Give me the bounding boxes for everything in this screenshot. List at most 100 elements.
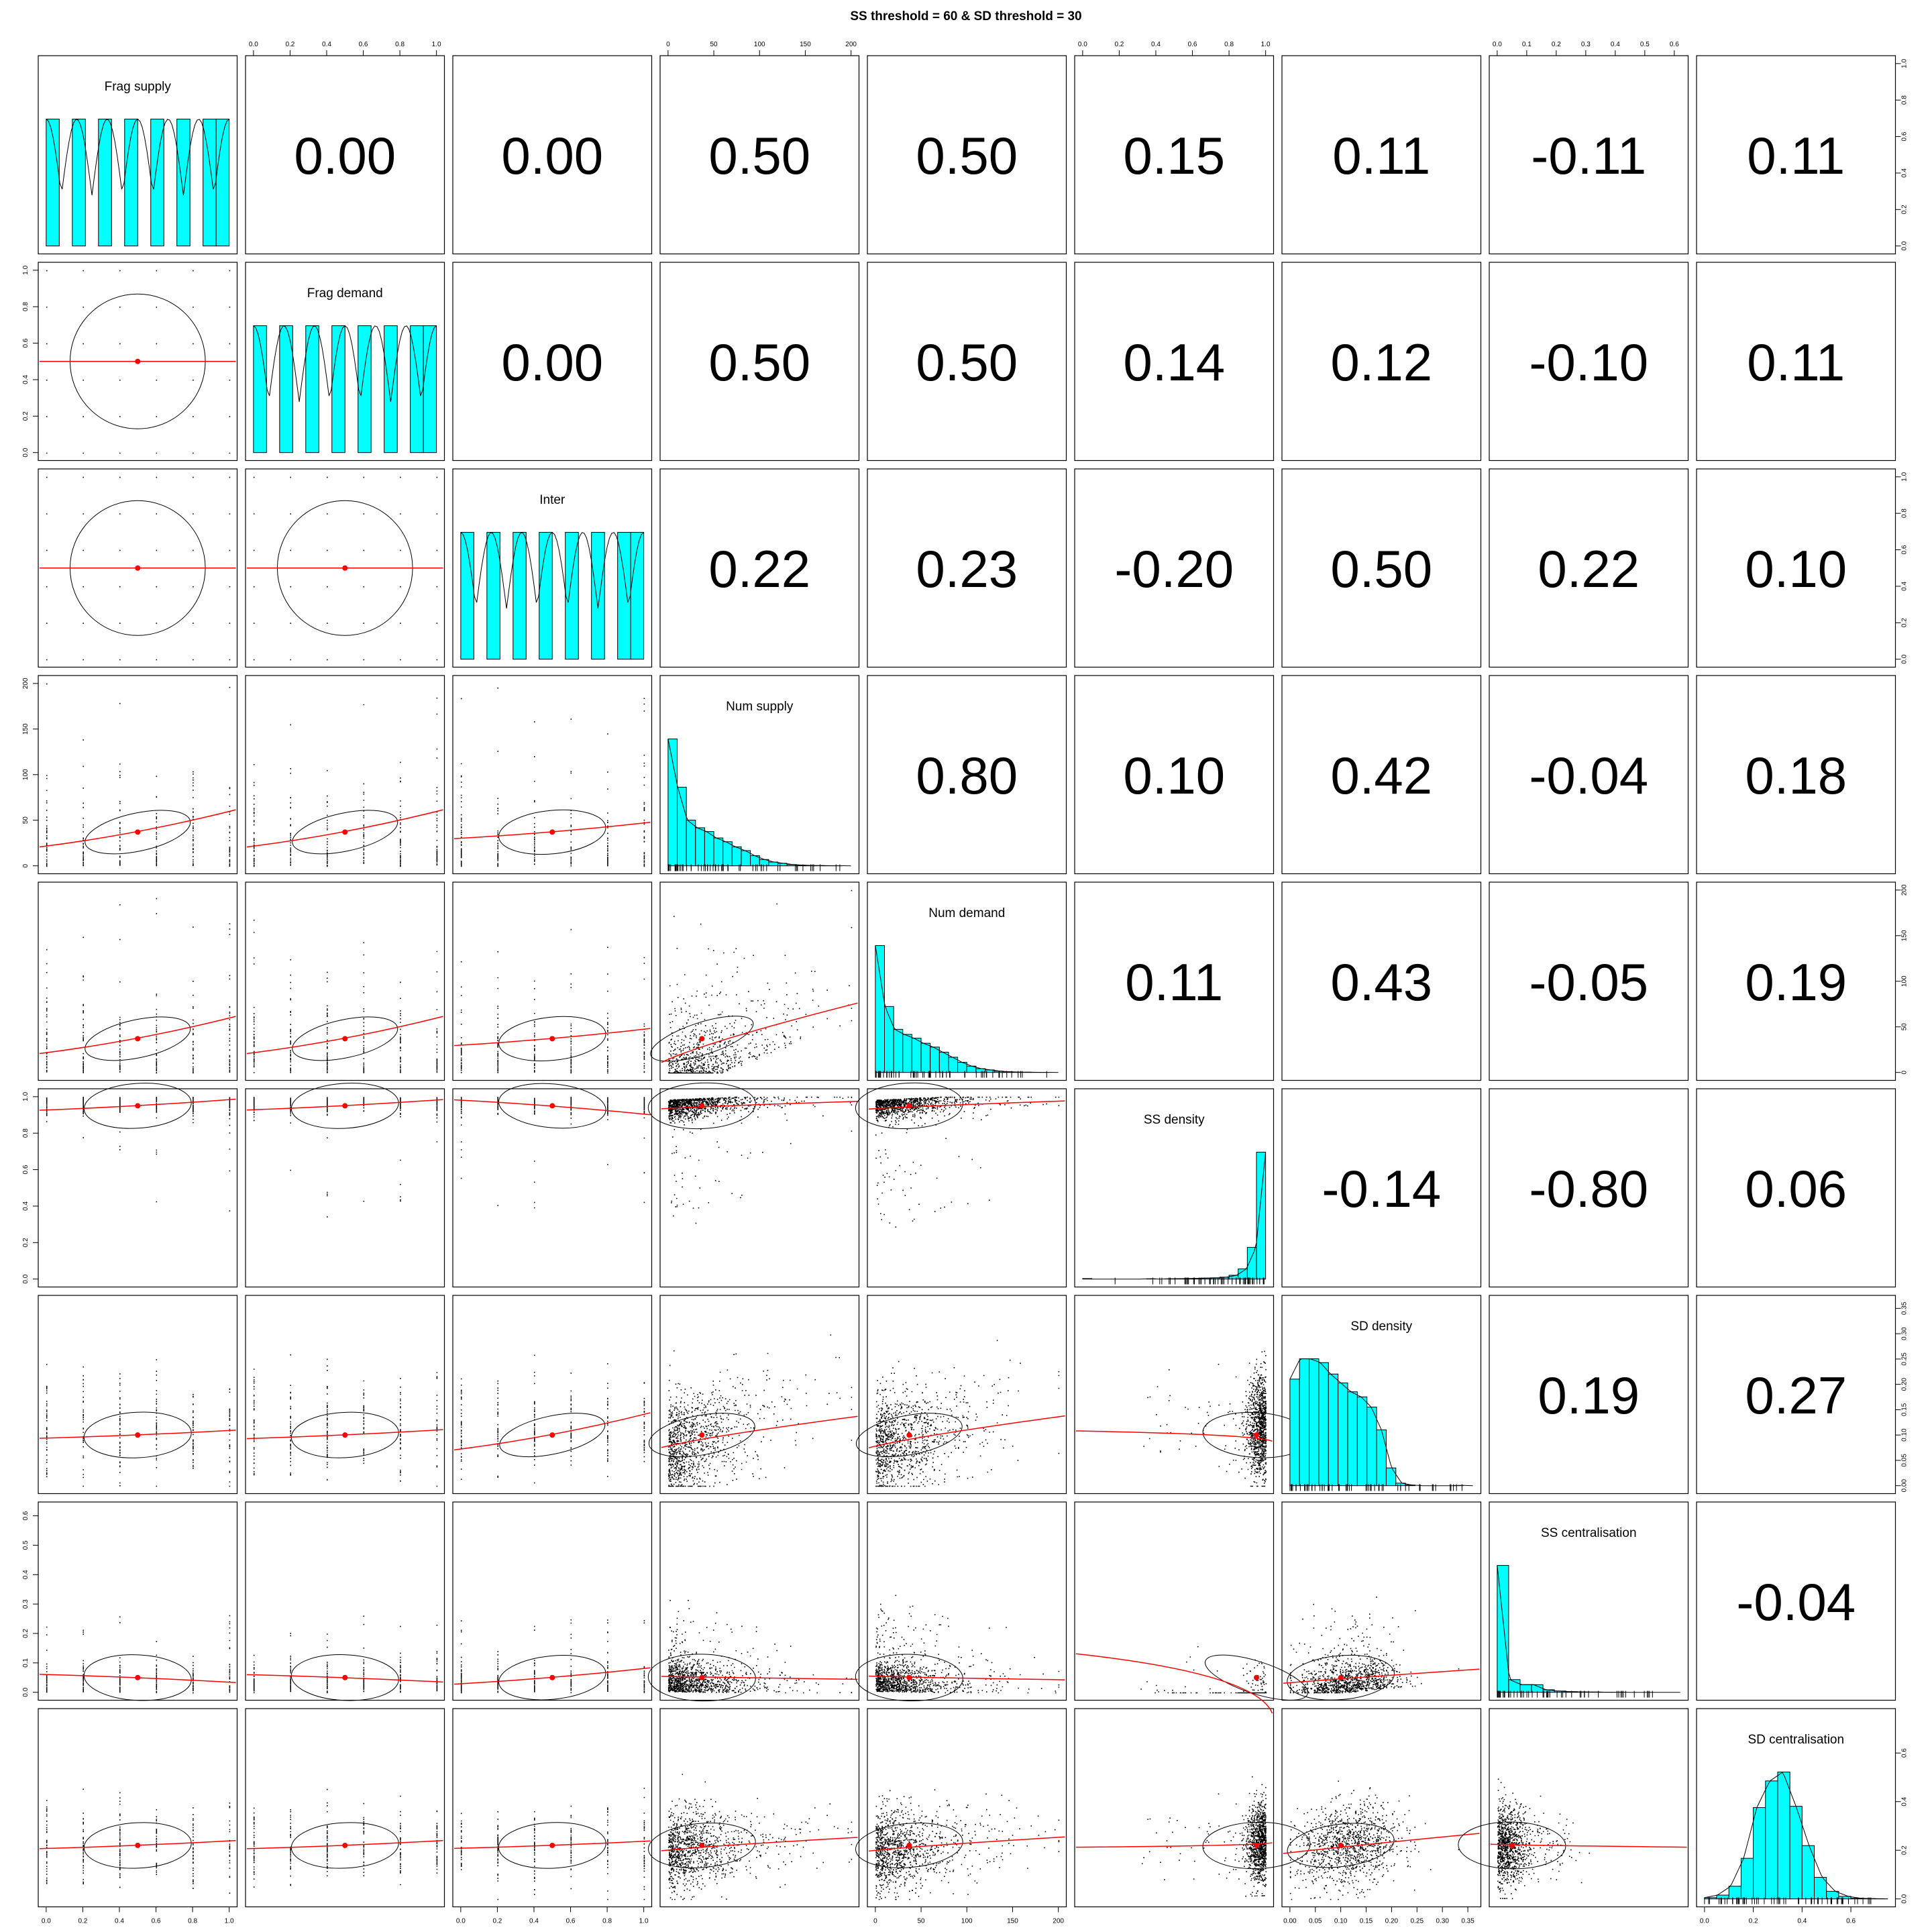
- panel-frame: [1281, 1295, 1482, 1495]
- panel-frame: [1074, 1708, 1275, 1908]
- mean-point: [342, 1842, 348, 1848]
- y-axis-right: 0 50 100 150 200: [1895, 884, 1909, 1074]
- mean-point: [135, 1103, 141, 1109]
- scatter-panel: [39, 1083, 236, 1212]
- x-axis-top: 0.0 0.1 0.2 0.3 0.4 0.5 0.6: [1493, 41, 1679, 56]
- tick-label: 0.0: [1700, 1918, 1709, 1925]
- density-curve: [1082, 1152, 1267, 1280]
- x-axis-top: 0.0 0.2 0.4 0.6 0.8 1.0: [1078, 41, 1271, 56]
- correlation-value: -0.04: [1736, 1572, 1856, 1631]
- tick-label: 0.6: [22, 1511, 30, 1520]
- histogram-bar: [591, 532, 605, 660]
- mean-point: [549, 1036, 555, 1042]
- panel-frame: [1696, 1501, 1896, 1701]
- tick-label: 0.00: [1283, 1918, 1297, 1925]
- correlation-value: -0.80: [1529, 1159, 1648, 1218]
- x-axis-bottom: 0 50 100 150 200: [873, 1907, 1064, 1925]
- tick-label: 0.4: [22, 1570, 30, 1579]
- loess-line: [661, 1101, 858, 1110]
- panel-frame: [452, 262, 653, 462]
- scatter-panel: [855, 1340, 1065, 1487]
- density-curve: [1497, 1565, 1680, 1693]
- panel-frame: [1074, 1088, 1275, 1288]
- panel-frame: [659, 881, 860, 1081]
- loess-line: [1283, 1668, 1480, 1684]
- tick-label: 0.6: [152, 1918, 161, 1925]
- mean-point: [342, 1674, 348, 1680]
- scatter-points: [460, 1788, 645, 1900]
- panel-frame: [867, 55, 1067, 255]
- histogram-bar: [704, 831, 714, 867]
- panel-frame: [452, 675, 653, 875]
- histogram-bar: [1318, 1362, 1329, 1487]
- density-curve: [253, 325, 437, 402]
- tick-label: 50: [917, 1918, 925, 1925]
- y-axis-left: 0 50 100 150 200: [22, 678, 39, 867]
- tick-label: 1.0: [22, 265, 30, 274]
- correlation-value: 0.50: [708, 333, 810, 392]
- tick-label: 0.4: [1611, 41, 1620, 48]
- histogram-bar: [713, 837, 724, 867]
- histogram-bar: [423, 325, 437, 453]
- scatter-points: [46, 1359, 231, 1487]
- tick-label: 0.2: [22, 1238, 30, 1247]
- mean-point: [549, 1103, 555, 1109]
- tick-label: 0.35: [1901, 1301, 1909, 1315]
- panel-frame: [1281, 1501, 1482, 1701]
- correlation-value: 0.00: [501, 333, 603, 392]
- tick-label: 1.0: [1901, 58, 1909, 68]
- tick-label: 0: [873, 1918, 877, 1925]
- panel-frame: [1074, 1295, 1275, 1495]
- panel-frame: [659, 1295, 860, 1495]
- panel-frame: [659, 262, 860, 462]
- tick-label: 0.2: [1114, 41, 1124, 48]
- histogram-bar: [253, 325, 267, 453]
- panel-frame: [1489, 262, 1689, 462]
- tick-label: 0.6: [22, 338, 30, 347]
- correlation-value: 0.22: [1538, 539, 1640, 598]
- scatter-panel: [39, 1615, 236, 1701]
- histogram-bar: [565, 532, 579, 660]
- histogram-bar: [667, 739, 678, 867]
- correlation-value: 0.27: [1745, 1366, 1847, 1425]
- tick-label: 0.8: [22, 302, 30, 311]
- scatter-panel: [246, 1083, 443, 1218]
- tick-label: 0.4: [1901, 1796, 1909, 1806]
- loess-line: [1490, 1843, 1687, 1848]
- scatter-panel: [453, 687, 651, 867]
- correlation-value: -0.10: [1529, 333, 1648, 392]
- loess-line: [868, 1675, 1065, 1680]
- y-axis-right: 0.0 0.2 0.4 0.6: [1895, 1748, 1909, 1904]
- tick-label: 0.10: [1901, 1428, 1909, 1442]
- scatter-panel: [40, 270, 236, 454]
- histogram-bar: [331, 325, 345, 453]
- panel-frame: [245, 1501, 445, 1701]
- histogram-bar: [176, 119, 191, 247]
- scatter-panel: [647, 1600, 858, 1702]
- mean-point: [1254, 1674, 1260, 1680]
- correlation-value: 0.80: [916, 746, 1018, 805]
- tick-label: 0.2: [1901, 618, 1909, 627]
- histogram-bar: [46, 119, 60, 247]
- scatter-points: [46, 683, 231, 867]
- scatter-panel: [855, 1789, 1065, 1900]
- mean-point: [1254, 1432, 1260, 1438]
- panel-frame: [659, 1088, 860, 1288]
- panel-frame: [1696, 262, 1896, 462]
- histogram-panel: SD density: [1289, 1320, 1473, 1491]
- panel-frame: [245, 675, 445, 875]
- panel-frame: [1489, 468, 1689, 668]
- mean-point: [135, 1432, 141, 1438]
- tick-label: 150: [1901, 930, 1909, 941]
- panel-frame: [452, 55, 653, 255]
- tick-label: 1.0: [225, 1918, 234, 1925]
- correlation-ellipse: [647, 1654, 756, 1702]
- mean-point: [1509, 1842, 1515, 1848]
- mean-point: [135, 829, 141, 835]
- scatter-points: [667, 1334, 853, 1487]
- tick-label: 1.0: [639, 1918, 649, 1925]
- panel-frame: [1489, 1501, 1689, 1701]
- scatter-panel: [247, 476, 443, 661]
- histogram-bar: [911, 1038, 922, 1073]
- histogram-bar: [617, 532, 631, 660]
